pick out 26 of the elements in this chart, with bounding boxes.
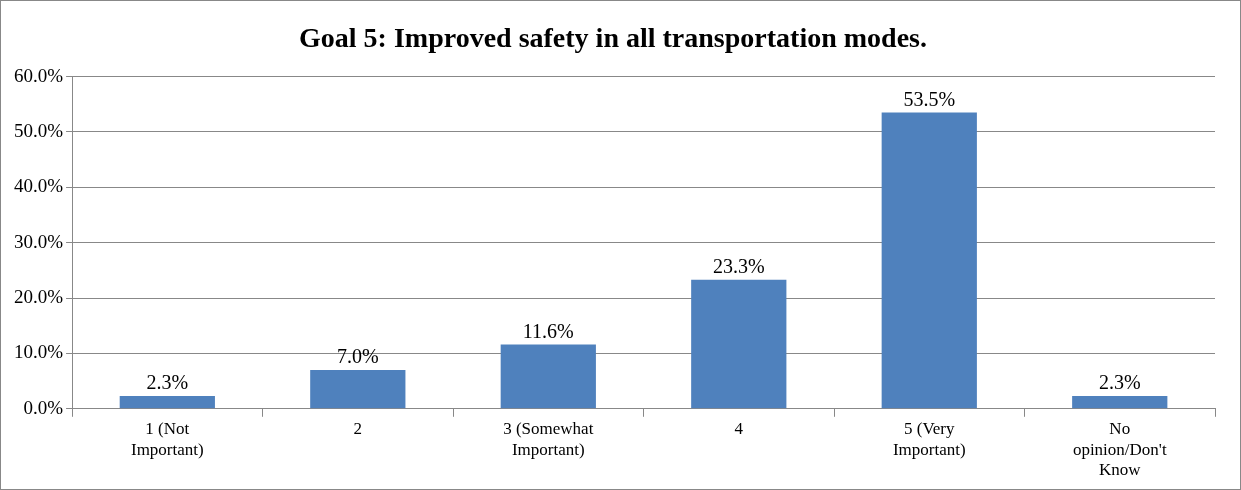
x-tick-label: 1 (Not Important) (130, 419, 204, 459)
chart-title: Goal 5: Improved safety in all transportation modes. (299, 22, 927, 54)
data-label: 53.5% (903, 87, 956, 110)
x-tick-label: 5 (Very Important) (892, 419, 966, 459)
bar (310, 370, 406, 409)
y-tick-label: 20.0% (14, 286, 64, 308)
data-label: 2.3% (146, 371, 189, 394)
data-label: 7.0% (336, 345, 379, 368)
y-tick-label: 50.0% (14, 119, 64, 141)
data-label: 23.3% (712, 255, 765, 278)
x-tick-label: 4 (734, 419, 744, 439)
x-tick-label: 2 (353, 419, 363, 439)
data-label: 2.3% (1098, 371, 1141, 394)
bar (881, 112, 977, 409)
bar (691, 279, 787, 409)
data-label: 11.6% (522, 319, 574, 342)
bar (500, 344, 596, 409)
y-tick-label: 40.0% (14, 175, 64, 197)
y-tick-label: 0.0% (23, 396, 64, 418)
bar (119, 396, 215, 409)
y-tick-label: 10.0% (14, 341, 64, 363)
x-tick-label: 3 (Somewhat Important) (503, 419, 594, 459)
y-tick-label: 30.0% (14, 230, 64, 252)
y-tick-label: 60.0% (14, 64, 64, 86)
bar (1072, 396, 1168, 409)
x-tick-label: No opinion/Don't Know (1072, 419, 1167, 480)
